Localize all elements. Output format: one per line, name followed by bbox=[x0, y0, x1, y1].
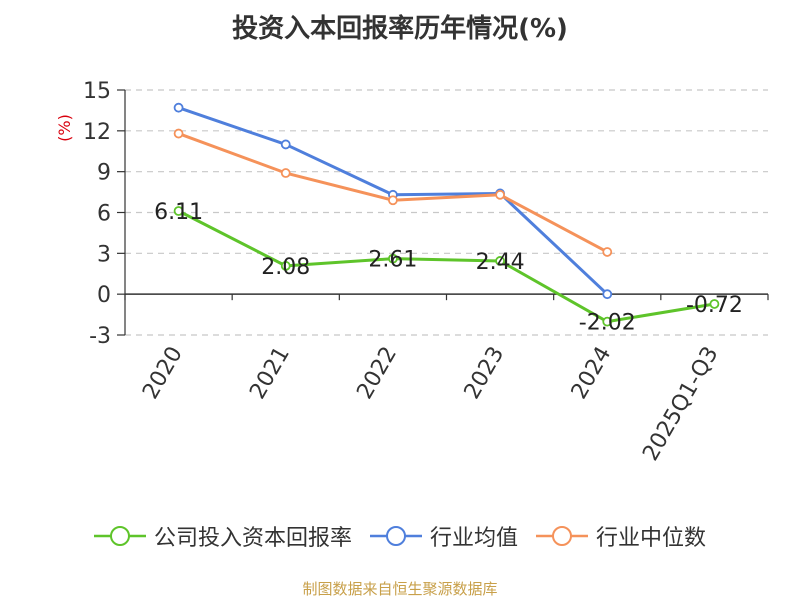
y-tick-label: 6 bbox=[97, 202, 111, 227]
legend-item-industry-mean[interactable]: 行业均值 bbox=[369, 520, 518, 552]
data-source-note: 制图数据来自恒生聚源数据库 bbox=[302, 580, 498, 598]
y-tick-label: 9 bbox=[97, 161, 111, 186]
data-label: 2.08 bbox=[261, 255, 310, 280]
legend-marker-industry-mean bbox=[369, 526, 422, 546]
data-point-2-1 bbox=[280, 168, 291, 178]
data-point-0-4 bbox=[602, 316, 613, 327]
data-point-1-4 bbox=[602, 289, 613, 300]
legend-item-company[interactable]: 公司投入资本回报率 bbox=[93, 520, 352, 552]
data-point-2-3 bbox=[495, 189, 505, 200]
x-tick-label: 2020 bbox=[138, 343, 188, 404]
x-tick-label: 2025Q1-Q3 bbox=[638, 343, 723, 466]
legend-label-company: 公司投入资本回报率 bbox=[153, 526, 352, 551]
data-point-0-5 bbox=[709, 299, 720, 309]
data-point-2-0 bbox=[173, 128, 184, 139]
x-tick-label: 2022 bbox=[352, 343, 402, 404]
data-point-0-3 bbox=[495, 256, 505, 266]
x-tick-label: 2024 bbox=[567, 343, 617, 404]
data-label: -2.02 bbox=[579, 311, 636, 336]
legend-marker-industry-median bbox=[536, 526, 588, 546]
legend-label-industry-median: 行业中位数 bbox=[596, 526, 707, 551]
y-tick-label: 15 bbox=[83, 79, 111, 104]
data-label: 2.61 bbox=[368, 248, 417, 273]
legend: 公司投入资本回报率 行业均值 行业中位数 bbox=[0, 520, 800, 552]
data-point-1-1 bbox=[280, 139, 291, 150]
x-tick-label: 2023 bbox=[460, 343, 510, 404]
data-label: 6.11 bbox=[154, 200, 203, 225]
data-point-0-1 bbox=[280, 260, 291, 271]
data-point-2-2 bbox=[388, 195, 398, 206]
y-tick-label: 12 bbox=[83, 120, 111, 145]
series-line-0 bbox=[177, 209, 715, 324]
data-point-0-2 bbox=[388, 253, 398, 264]
y-tick-label: -3 bbox=[89, 324, 111, 349]
y-tick-label: 0 bbox=[97, 283, 111, 308]
legend-label-industry-mean: 行业均值 bbox=[429, 526, 518, 551]
x-tick-label: 2021 bbox=[245, 343, 295, 404]
chart-title: 投资入本回报率历年情况(%) bbox=[232, 14, 568, 44]
data-label: -0.72 bbox=[686, 293, 743, 318]
data-point-0-0 bbox=[173, 206, 184, 216]
data-point-2-4 bbox=[602, 247, 613, 257]
data-label: 2.44 bbox=[476, 250, 525, 275]
y-axis-label: (%) bbox=[55, 114, 74, 142]
legend-marker-company bbox=[93, 526, 146, 546]
legend-item-industry-median[interactable]: 行业中位数 bbox=[536, 520, 706, 552]
y-tick-label: 3 bbox=[97, 242, 111, 267]
data-point-1-0 bbox=[173, 102, 184, 113]
